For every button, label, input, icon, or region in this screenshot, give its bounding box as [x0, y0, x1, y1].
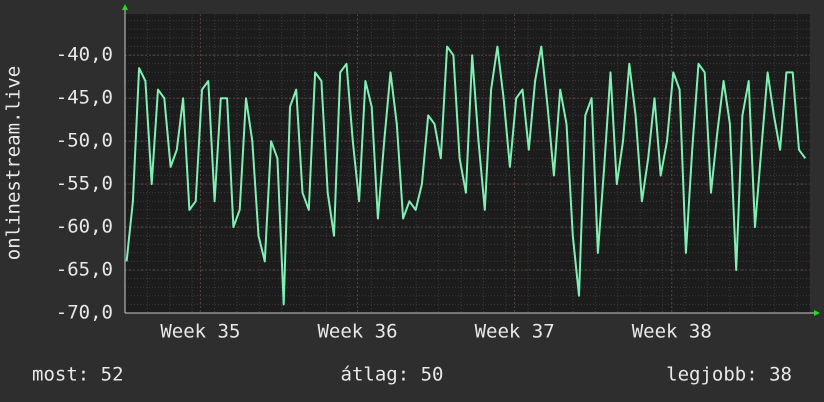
- footer-best: legjobb: 38: [666, 364, 792, 386]
- y-tick-label: -50,0: [56, 130, 113, 152]
- y-tick-label: -60,0: [56, 216, 113, 238]
- x-tick-label: Week 38: [632, 321, 712, 343]
- y-axis-label: onlinestream.live: [3, 66, 25, 260]
- axis-arrow: [122, 4, 128, 10]
- footer-current: most: 52: [32, 364, 124, 386]
- y-tick-label: -65,0: [56, 259, 113, 281]
- x-tick-label: Week 37: [475, 321, 555, 343]
- axis-arrow: [814, 310, 820, 316]
- y-tick-label: -45,0: [56, 87, 113, 109]
- x-tick-label: Week 36: [317, 321, 397, 343]
- x-tick-label: Week 35: [160, 321, 240, 343]
- y-tick-label: -40,0: [56, 44, 113, 66]
- footer-average: átlag: 50: [341, 364, 444, 386]
- data-line: [125, 45, 807, 306]
- y-tick-label: -70,0: [56, 302, 113, 324]
- y-tick-label: -55,0: [56, 173, 113, 195]
